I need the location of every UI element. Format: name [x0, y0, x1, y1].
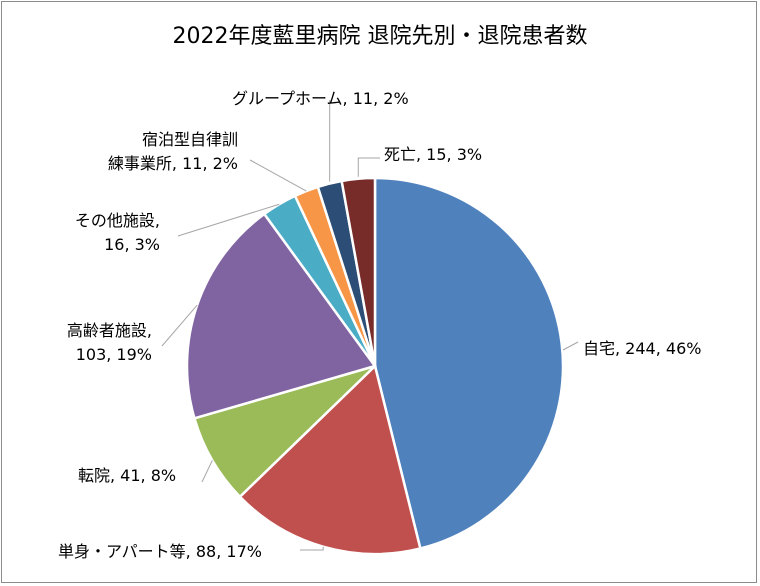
chart-title: 2022年度藍里病院 退院先別・退院患者数	[172, 24, 588, 49]
pie-slice-7	[340, 176, 377, 367]
pie-slice-3	[185, 212, 378, 420]
leader-line-7	[357, 157, 380, 177]
leader-line-4	[177, 203, 280, 237]
data-label-0: 自宅, 244, 46%	[583, 339, 701, 358]
data-label-7: 死亡, 15, 3%	[384, 145, 482, 164]
leader-line-0	[562, 341, 579, 351]
data-label-2: 転院, 41, 8%	[78, 466, 176, 485]
pie-slice-2	[192, 364, 376, 499]
leader-lines	[161, 100, 579, 551]
data-label-3: 高齢者施設, 103, 19%	[67, 321, 152, 364]
leader-line-2	[201, 460, 213, 483]
data-label-6: グループホーム, 11, 2%	[232, 89, 409, 108]
pie-slices	[185, 176, 565, 556]
leader-line-1	[300, 546, 324, 551]
data-label-4: その他施設, 16, 3%	[75, 211, 160, 254]
data-label-1: 単身・アパート等, 88, 17%	[58, 542, 262, 561]
leader-line-3	[161, 304, 198, 347]
leader-line-5	[249, 159, 307, 192]
data-labels: 自宅, 244, 46% 単身・アパート等, 88, 17% 転院, 41, 8% 高…	[58, 89, 701, 561]
data-label-5: 宿泊型自律訓練事業所, 11, 2%	[108, 130, 238, 173]
pie-slice-0	[373, 176, 565, 550]
